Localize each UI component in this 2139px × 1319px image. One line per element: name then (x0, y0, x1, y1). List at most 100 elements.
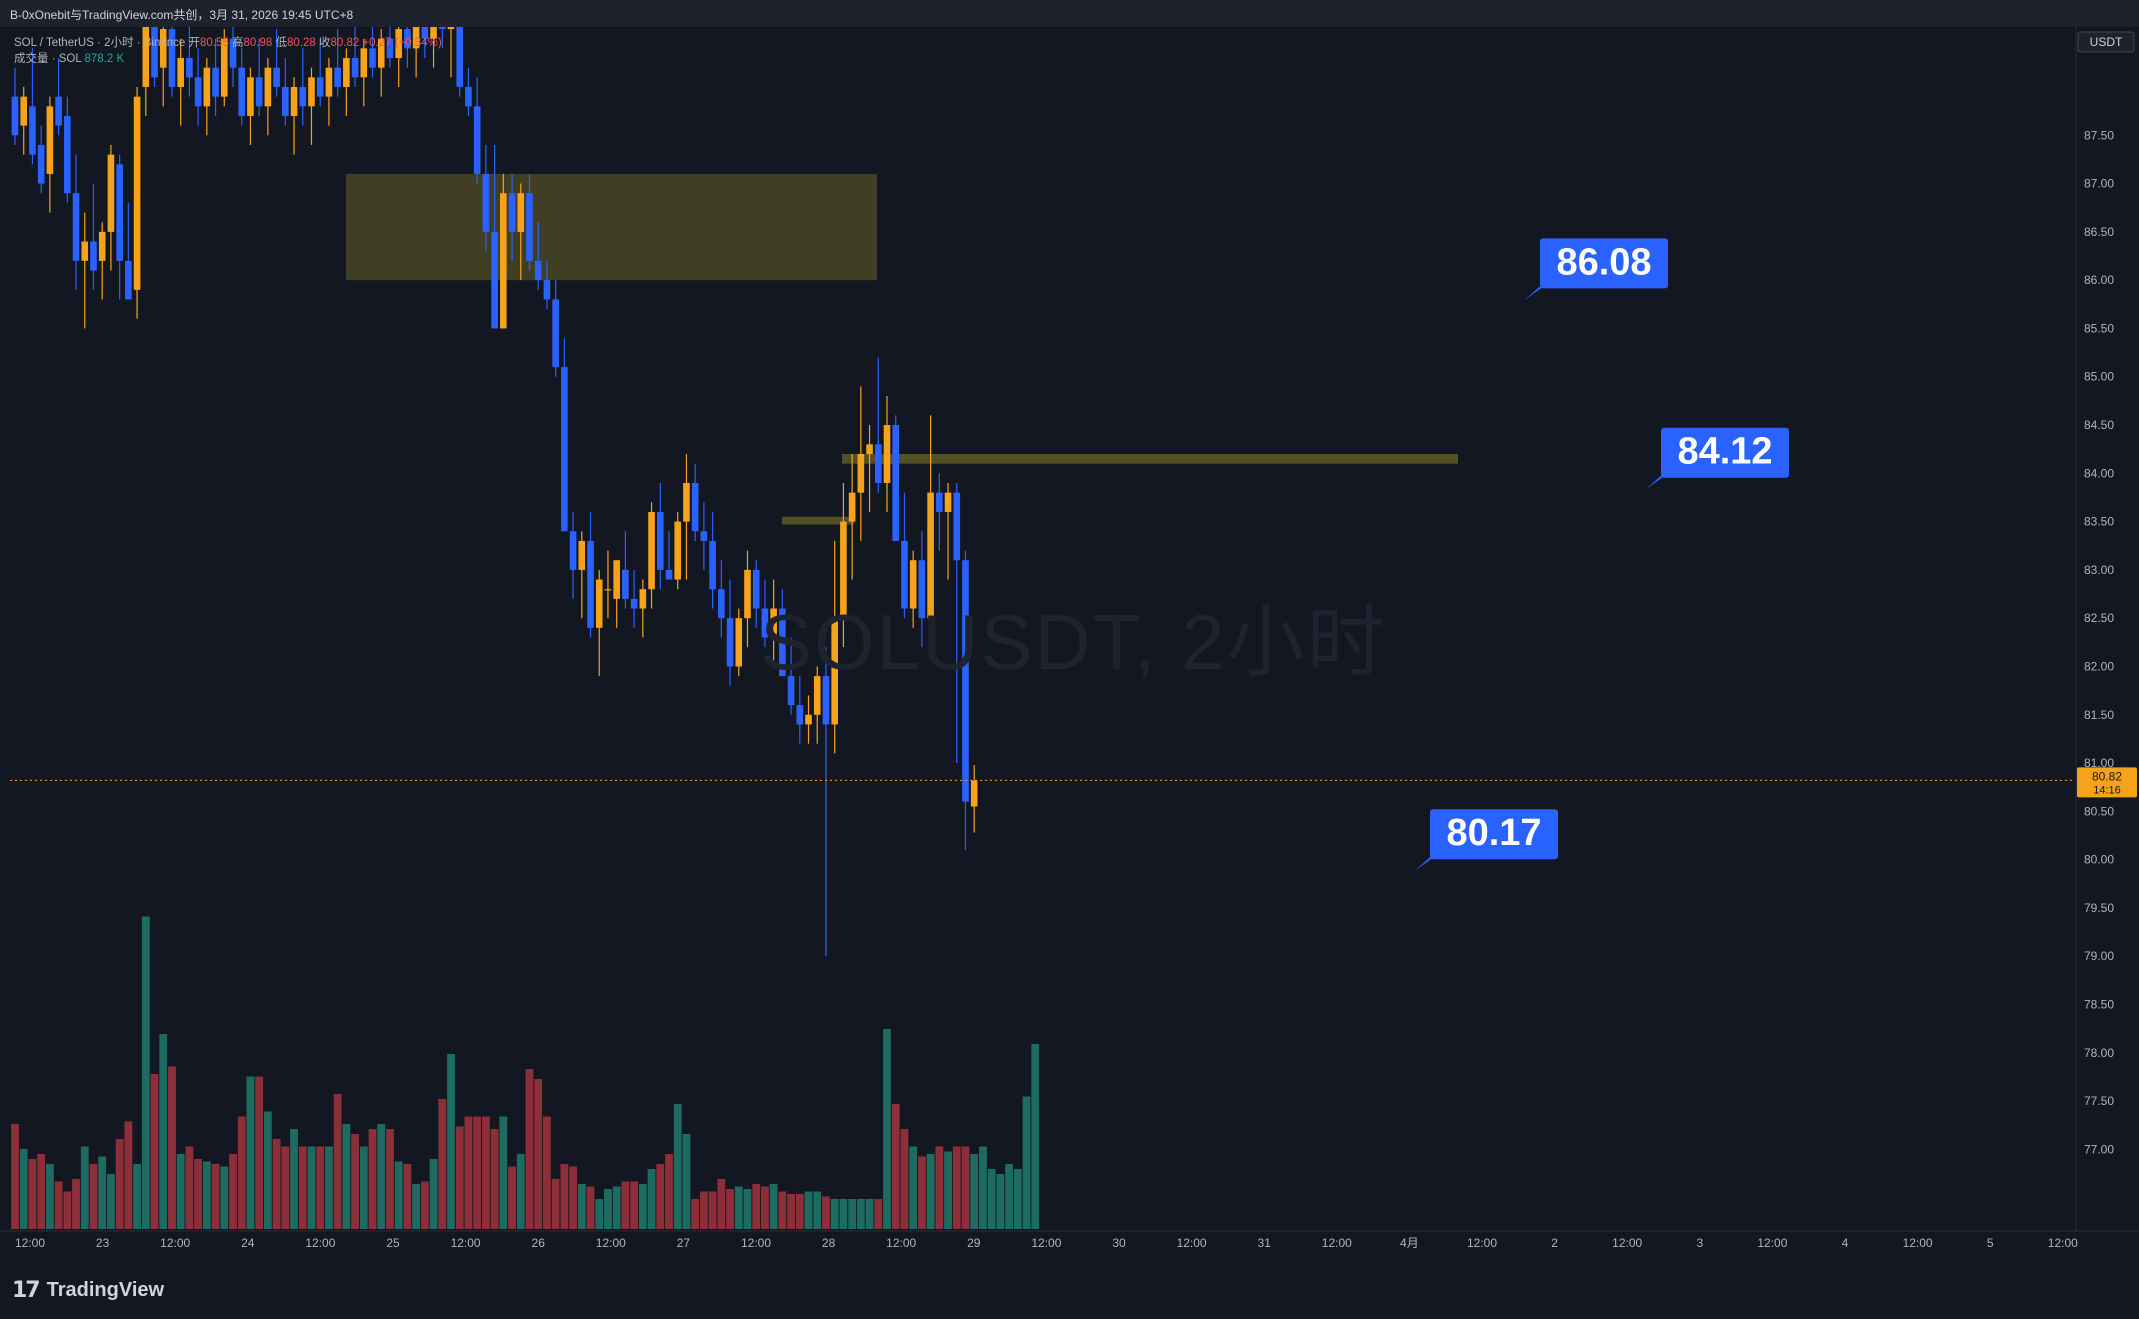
volume-bar (752, 1184, 761, 1229)
volume-bar (638, 1184, 647, 1229)
time-tick-label: 12:00 (15, 1236, 45, 1250)
candle-body (473, 106, 481, 174)
candle-body (552, 299, 559, 368)
volume-bar (368, 1129, 377, 1229)
volume-bar (900, 1129, 909, 1229)
level-callout-pointer (1645, 475, 1665, 490)
last-price-value: 80.82 (2092, 769, 2122, 783)
volume-bar (19, 1149, 28, 1229)
volume-bar (394, 1161, 403, 1229)
volume-bar (917, 1156, 926, 1229)
volume-bar (80, 1146, 89, 1229)
volume-bar (630, 1181, 639, 1229)
time-tick-label: 12:00 (1031, 1236, 1061, 1250)
time-tick-label: 12:00 (1612, 1236, 1642, 1250)
time-tick-label: 12:00 (1177, 1236, 1207, 1250)
legend-open-label: 开 (188, 37, 201, 49)
candle-body (534, 260, 542, 281)
candle-body (447, 27, 455, 30)
candle-body (386, 38, 394, 59)
level-callout-label: 80.17 (1446, 812, 1541, 854)
candle-body (186, 58, 193, 78)
volume-bar (202, 1161, 211, 1229)
candle-body (517, 193, 525, 232)
candle-body (377, 38, 385, 68)
volume-bar (769, 1184, 778, 1229)
candle-body (656, 511, 664, 570)
candle-body (822, 676, 830, 725)
volume-bar (804, 1191, 813, 1229)
volume-bar (909, 1146, 918, 1229)
volume-bar (455, 1126, 464, 1229)
candle-body (840, 521, 847, 619)
candle-body (64, 115, 71, 194)
chart-svg[interactable]: 77.00 77.50 78.00 78.50 79.00 79.50 80.00 80.50… (0, 27, 2139, 1258)
candle-body (883, 425, 891, 483)
candle-body (752, 569, 760, 609)
candle-body (369, 48, 376, 68)
volume-bar (37, 1154, 46, 1229)
price-tick-label: 79.00 (2084, 949, 2114, 963)
volume-bar (150, 1074, 159, 1229)
candle-body (909, 560, 917, 609)
volume-bar (935, 1146, 944, 1229)
price-tick-label: 85.50 (2084, 321, 2114, 335)
volume-bar (891, 1104, 900, 1229)
candle-body (874, 444, 882, 483)
volume-bar (185, 1146, 194, 1229)
volume-bar (743, 1189, 752, 1229)
candle-body (700, 531, 708, 541)
candle-body (866, 444, 873, 454)
candle-body (421, 27, 429, 39)
volume-bar (351, 1134, 359, 1229)
tradingview-logo[interactable]: 17 TradingView (12, 1277, 164, 1303)
candle-body (177, 58, 184, 87)
top-bar: B-0xOnebit与TradingView.com共创，3月 31, 2026… (0, 0, 2139, 28)
time-tick-label: 25 (386, 1236, 400, 1250)
candle-body (962, 560, 969, 802)
candle-body (72, 193, 80, 261)
level-callout-label: 84.12 (1677, 431, 1772, 473)
tradingview-logo-icon: 17 (12, 1277, 41, 1303)
candle-body (81, 241, 89, 261)
candle-body (334, 67, 341, 87)
volume-bar (734, 1186, 743, 1229)
candle-body (482, 173, 490, 232)
candle-body (683, 482, 690, 522)
candle-body (159, 29, 167, 68)
legend-volume-label[interactable]: 成交量 · SOL (14, 53, 82, 65)
volume-bar (970, 1154, 979, 1229)
candle-body (412, 27, 420, 49)
volume-bar (856, 1199, 865, 1229)
volume-bar (359, 1146, 368, 1229)
price-tick-label: 87.50 (2084, 128, 2114, 142)
volume-bar (490, 1129, 499, 1229)
candle-body (500, 193, 507, 329)
candle-body (944, 492, 952, 512)
candle-body (142, 27, 150, 87)
bottom-bar (0, 1258, 2139, 1319)
candle-body (430, 27, 437, 39)
price-tick-label: 82.00 (2084, 659, 2114, 673)
candle-body (247, 77, 254, 116)
volume-bar (883, 1029, 891, 1229)
candle-body (526, 193, 533, 261)
candle-body (290, 87, 298, 116)
last-price-tag (2077, 767, 2137, 798)
symbol-watermark: SOLUSDT, 2小时 (760, 598, 1387, 686)
legend-symbol[interactable]: SOL / TetherUS · 2小时 · Binance (14, 37, 186, 49)
candle-body (561, 367, 568, 532)
price-tick-label: 81.50 (2084, 708, 2114, 722)
volume-bar (194, 1159, 203, 1229)
candle-body (892, 425, 900, 541)
time-tick-label: 4 (1842, 1236, 1849, 1250)
price-tick-label: 78.50 (2084, 998, 2114, 1012)
candle-body (936, 492, 943, 512)
time-tick-label: 30 (1112, 1236, 1126, 1250)
level-callout-pointer (1414, 857, 1434, 872)
candle-body (203, 67, 211, 107)
volume-bar (726, 1189, 734, 1229)
volume-bar (987, 1169, 996, 1229)
volume-bar (996, 1174, 1005, 1229)
volume-bar (377, 1124, 386, 1229)
